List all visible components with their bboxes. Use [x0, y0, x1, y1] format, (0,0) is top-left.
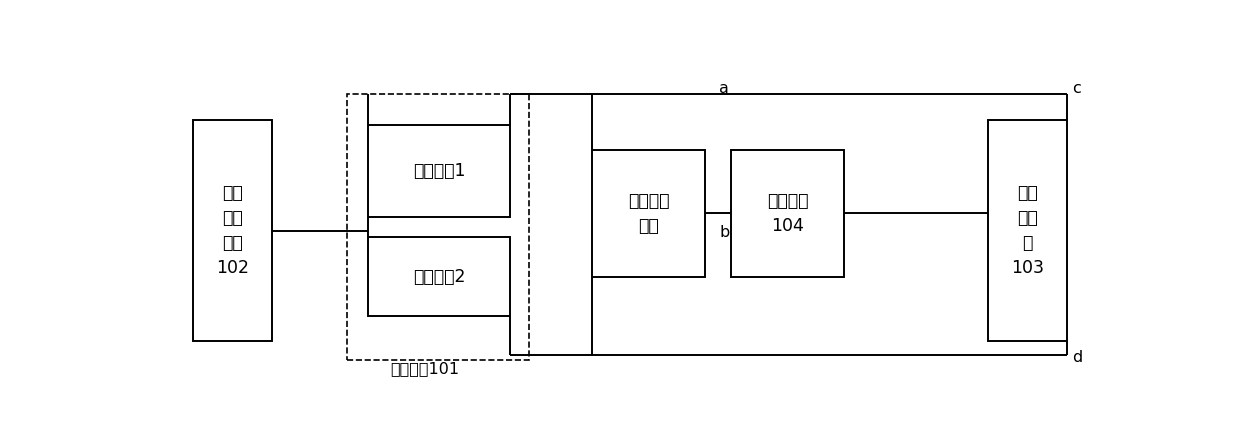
Text: 待测叠层
母排: 待测叠层 母排 [628, 192, 669, 235]
Text: b: b [720, 225, 730, 240]
Text: 续流单元1: 续流单元1 [413, 162, 466, 180]
Bar [193, 120, 273, 342]
Text: 开关单元2: 开关单元2 [413, 268, 466, 286]
Bar [592, 150, 705, 276]
Bar [347, 94, 529, 360]
Text: 直流
电压
源
103: 直流 电压 源 103 [1011, 184, 1044, 277]
Text: 检测模块
104: 检测模块 104 [767, 192, 808, 235]
Text: 脉冲
发生
模块
102: 脉冲 发生 模块 102 [216, 184, 249, 277]
Bar [989, 120, 1067, 342]
Text: a: a [720, 82, 730, 97]
Bar [731, 150, 844, 276]
Text: 开关模块101: 开关模块101 [390, 361, 460, 376]
Bar [368, 125, 510, 217]
Bar [368, 237, 510, 316]
Text: c: c [1072, 82, 1080, 97]
Text: d: d [1072, 350, 1082, 365]
